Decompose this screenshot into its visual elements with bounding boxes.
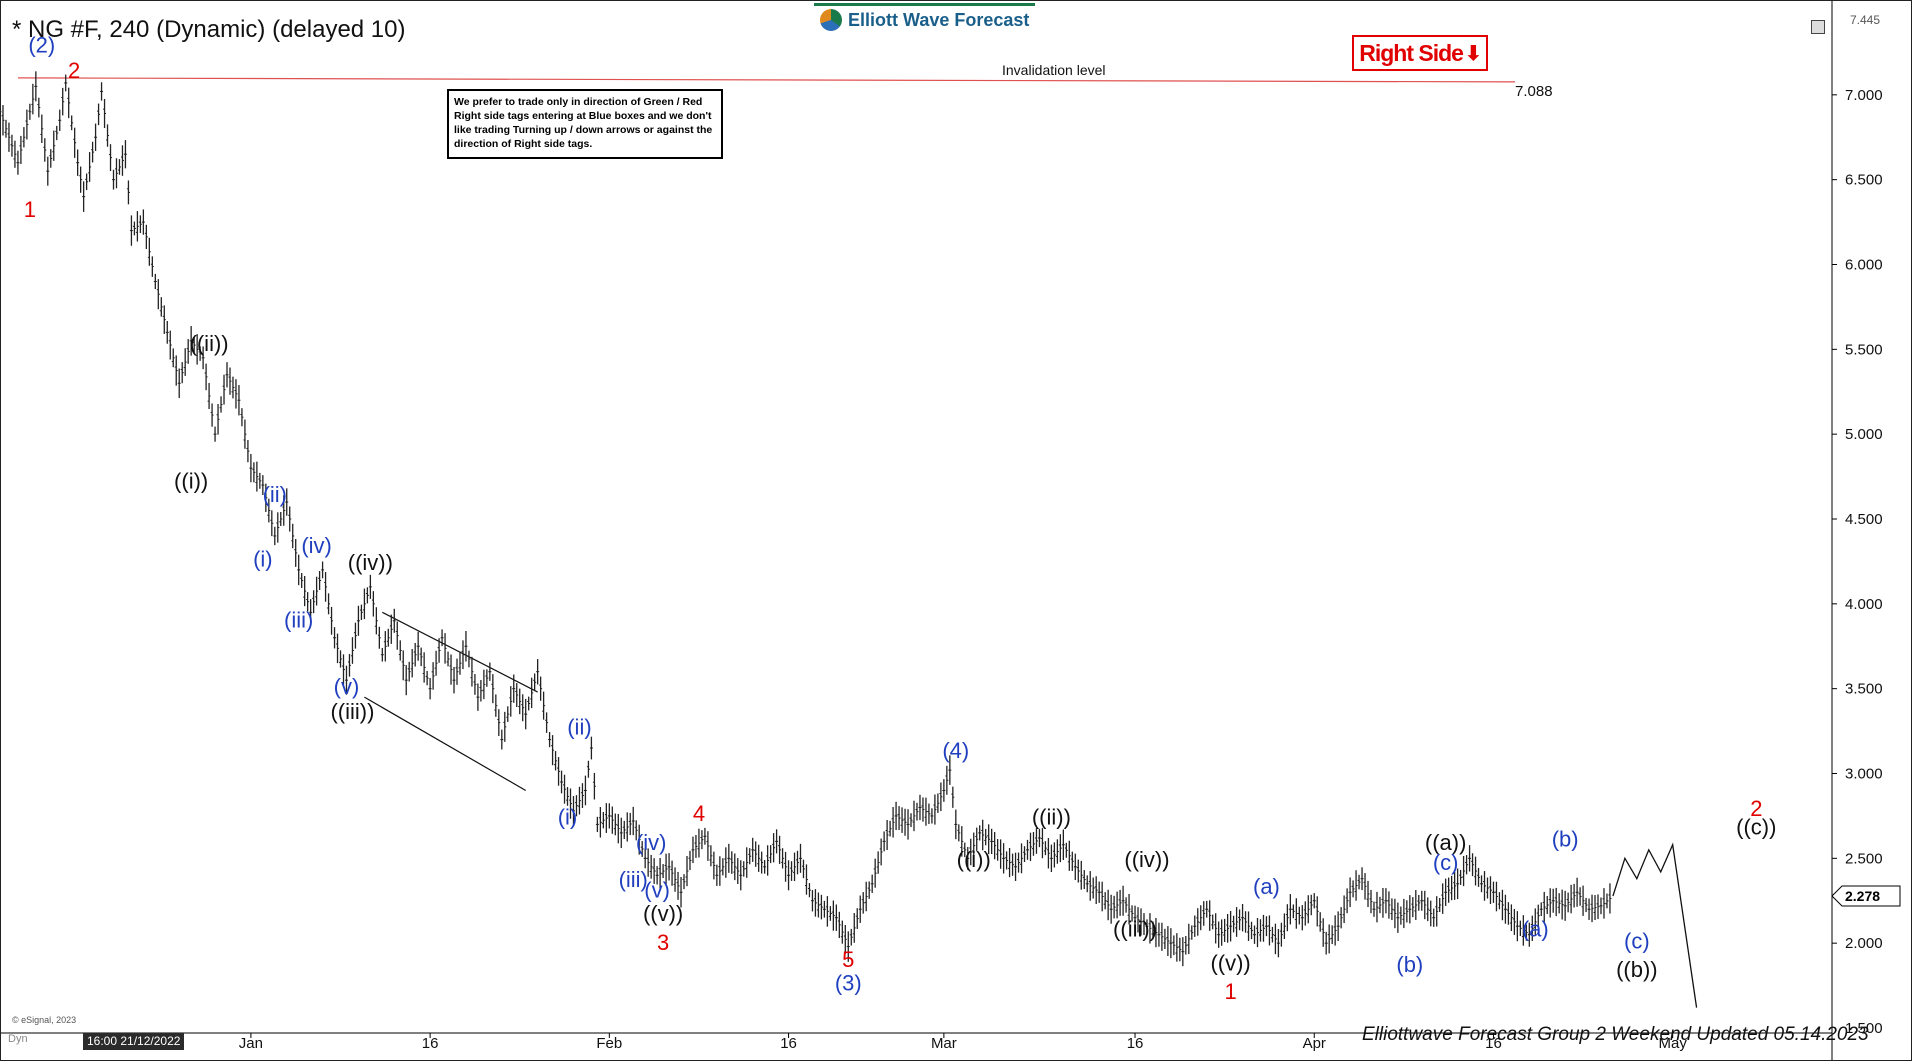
price-series bbox=[0, 71, 1612, 967]
last-price-label: 2.278 bbox=[1845, 888, 1880, 904]
x-tick-label: Mar bbox=[931, 1035, 957, 1052]
y-tick-label: 5.500 bbox=[1845, 341, 1883, 358]
x-tick-label: Feb bbox=[596, 1035, 622, 1052]
wave-label: (a) bbox=[1522, 916, 1549, 941]
wave-label: 1 bbox=[1224, 979, 1236, 1004]
wave-label: ((i)) bbox=[174, 468, 208, 493]
y-tick-label: 6.000 bbox=[1845, 257, 1883, 274]
x-tick-label: May bbox=[1659, 1035, 1688, 1052]
wave-label: ((b)) bbox=[1616, 957, 1658, 982]
invalidation-text: Invalidation level bbox=[1002, 62, 1106, 78]
logo-icon bbox=[820, 9, 842, 31]
y-tick-label: 2.500 bbox=[1845, 850, 1883, 867]
wave-label: (iii) bbox=[284, 608, 313, 633]
logo-text: Elliott Wave Forecast bbox=[848, 9, 1030, 30]
window-restore-icon[interactable] bbox=[1811, 20, 1825, 34]
wave-label: 3 bbox=[657, 930, 669, 955]
y-tick-label: 5.000 bbox=[1845, 426, 1883, 443]
wave-label: 2 bbox=[68, 58, 80, 83]
wave-label: (3) bbox=[835, 971, 862, 996]
wave-label: ((iv)) bbox=[348, 550, 393, 575]
y-tick-label: 3.500 bbox=[1845, 681, 1883, 698]
dyn-label: Dyn bbox=[8, 1033, 28, 1045]
last-price-marker bbox=[1831, 885, 1901, 907]
x-tick-label: Jan bbox=[239, 1035, 263, 1052]
invalidation-line bbox=[17, 77, 1516, 83]
x-tick-label: 16 bbox=[422, 1035, 439, 1052]
wave-label: ((iii)) bbox=[1113, 916, 1157, 941]
wave-label: (4) bbox=[942, 738, 969, 763]
wave-label: (c) bbox=[1433, 850, 1459, 875]
y-tick-label: 3.000 bbox=[1845, 766, 1883, 783]
wave-label: ((ii)) bbox=[1032, 804, 1071, 829]
x-tick-label: Apr bbox=[1303, 1035, 1326, 1052]
wave-label: (b) bbox=[1396, 952, 1423, 977]
chart-title: * NG #F, 240 (Dynamic) (delayed 10) bbox=[12, 16, 406, 43]
wave-label: (iv) bbox=[301, 533, 332, 558]
x-tick-label: 16 bbox=[1127, 1035, 1144, 1052]
invalidation-value: 7.088 bbox=[1515, 83, 1553, 100]
wave-label: (v) bbox=[334, 674, 360, 699]
wave-label: (ii) bbox=[567, 714, 591, 739]
cursor-time-label: 16:00 21/12/2022 bbox=[83, 1033, 185, 1050]
wave-label: (a) bbox=[1253, 874, 1280, 899]
wave-label: ((iv)) bbox=[1124, 847, 1169, 872]
y-tick-label: 6.500 bbox=[1845, 172, 1883, 189]
wave-label: ((v)) bbox=[643, 901, 683, 926]
wave-label: (c) bbox=[1624, 928, 1650, 953]
wave-label: (iv) bbox=[636, 830, 667, 855]
wave-label: (iii) bbox=[619, 867, 648, 892]
wave-label: (b) bbox=[1552, 826, 1579, 851]
wave-label: (v) bbox=[644, 877, 670, 902]
elliott-wave-forecast-logo: Elliott Wave Forecast bbox=[814, 3, 1036, 34]
wave-label: ((i)) bbox=[957, 847, 991, 872]
wave-label: ((v)) bbox=[1210, 950, 1250, 975]
channel-line bbox=[364, 696, 526, 791]
wave-label: ((ii)) bbox=[190, 331, 229, 356]
projection-path bbox=[1612, 842, 1698, 1008]
copyright-label: © eSignal, 2023 bbox=[12, 1015, 77, 1025]
wave-label: 4 bbox=[693, 801, 705, 826]
wave-label: (2) bbox=[28, 32, 55, 57]
right-side-label: Right Side bbox=[1359, 39, 1464, 66]
y-tick-label: 2.000 bbox=[1845, 935, 1883, 952]
x-tick-label: 16 bbox=[1485, 1035, 1502, 1052]
wave-label: 2 bbox=[1750, 796, 1762, 821]
wave-label: (i) bbox=[558, 804, 578, 829]
wave-label: ((a)) bbox=[1425, 830, 1467, 855]
x-tick-label: 16 bbox=[780, 1035, 797, 1052]
wave-label: ((c)) bbox=[1736, 815, 1776, 840]
footer-update-text: Elliottwave Forecast Group 2 Weekend Upd… bbox=[1362, 1024, 1869, 1045]
y-tick-label: 1.500 bbox=[1845, 1020, 1883, 1037]
y-tick-label: 7.000 bbox=[1845, 87, 1883, 104]
y-tick-label: 4.000 bbox=[1845, 596, 1883, 613]
top-price-label: 7.445 bbox=[1850, 13, 1880, 27]
right-side-tag: Right Side ⬇ bbox=[1352, 35, 1488, 71]
wave-label: ((iii)) bbox=[330, 699, 374, 724]
y-tick-label: 4.500 bbox=[1845, 511, 1883, 528]
trading-note: We prefer to trade only in direction of … bbox=[447, 89, 723, 159]
wave-label: (i) bbox=[253, 547, 273, 572]
wave-label: 1 bbox=[24, 197, 36, 222]
down-arrow-icon: ⬇ bbox=[1464, 42, 1482, 65]
wave-label: 5 bbox=[842, 947, 854, 972]
wave-label: (ii) bbox=[263, 482, 287, 507]
